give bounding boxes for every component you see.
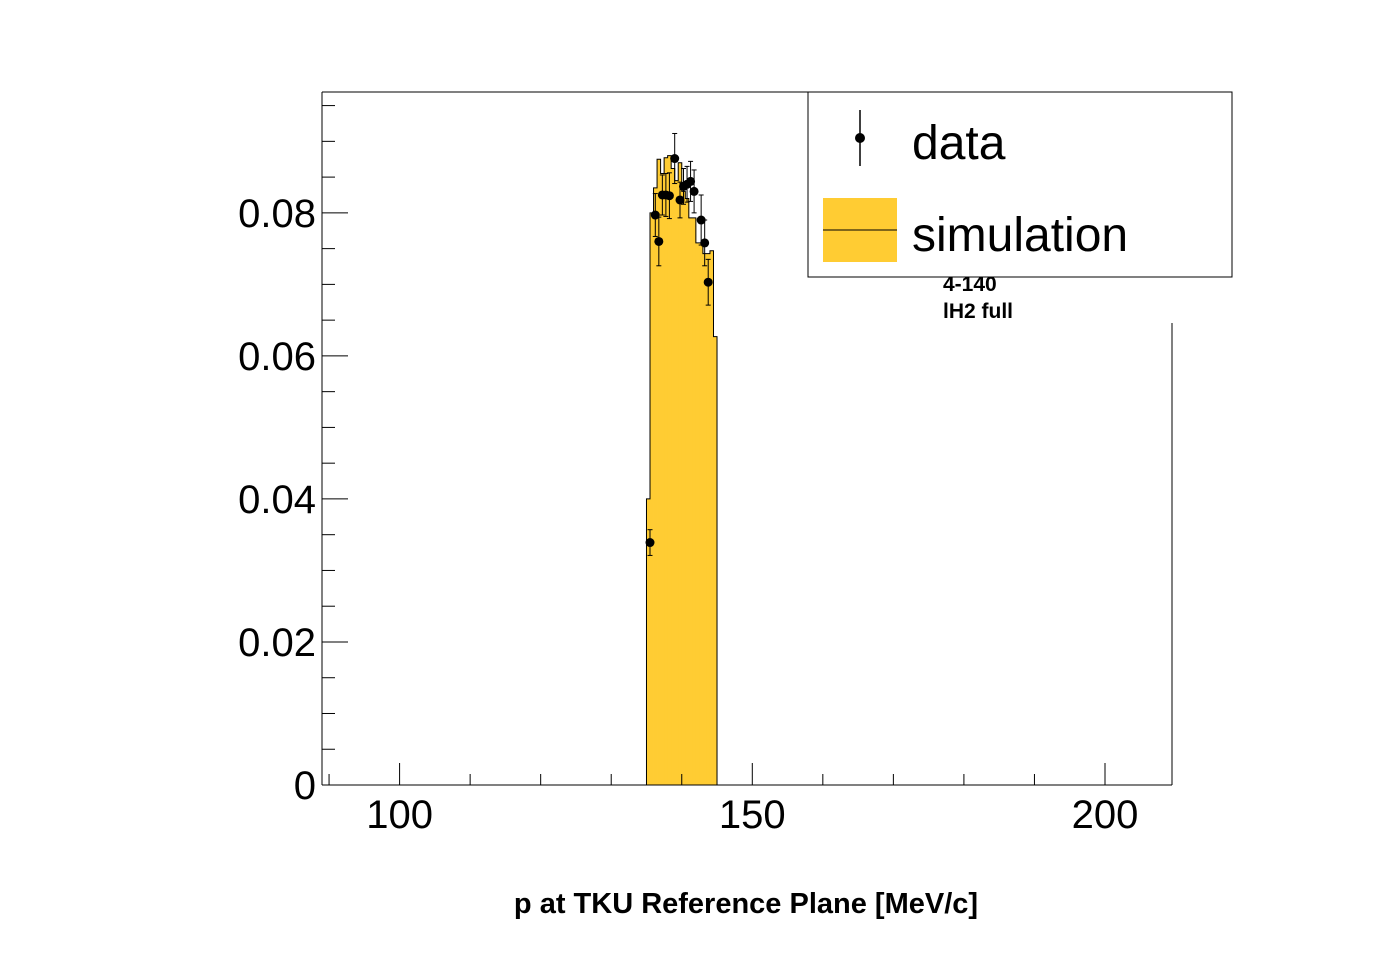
x-tick-label: 100 (366, 793, 433, 837)
histogram-bin (674, 180, 679, 785)
histogram-bin (702, 253, 707, 785)
data-marker (689, 186, 699, 196)
data-marker (654, 236, 664, 246)
y-tick-label: 0.04 (238, 478, 316, 522)
histogram-bin (671, 168, 676, 786)
data-point (645, 529, 655, 556)
legend: data simulation (807, 91, 1233, 278)
x-tick-label: 150 (719, 793, 786, 837)
y-tick-label: 0 (294, 764, 316, 808)
legend-simulation-label: simulation (912, 209, 1128, 262)
data-marker (703, 277, 713, 287)
y-tick-label: 0.02 (238, 621, 316, 665)
histogram-bin (692, 217, 697, 785)
data-marker (700, 238, 710, 248)
histogram-bin (709, 250, 714, 785)
histogram-bin (660, 173, 665, 785)
histogram-bin (685, 198, 690, 786)
histogram-bin (706, 253, 711, 785)
data-marker (686, 176, 696, 186)
histogram-bin (713, 336, 718, 785)
x-axis-ticks: 100 150 200 (328, 763, 1139, 837)
data-points (645, 132, 713, 556)
histogram-bin (664, 157, 669, 786)
histogram-bin (653, 187, 658, 785)
data-point (700, 219, 710, 267)
histogram-bin (699, 242, 704, 785)
legend-data-label: data (912, 117, 1006, 170)
data-point (689, 169, 699, 214)
data-marker (670, 154, 680, 164)
x-axis-title: p at TKU Reference Plane [MeV/c] (514, 888, 978, 920)
data-marker (696, 215, 706, 225)
data-point (686, 160, 696, 202)
data-point (703, 258, 713, 306)
histogram-outline (645, 155, 718, 785)
histogram-bin (695, 242, 700, 785)
data-marker (645, 538, 655, 548)
simulation-histogram (645, 155, 718, 786)
histogram-bin (650, 212, 654, 785)
histogram-bin (688, 217, 693, 785)
data-point (670, 132, 680, 185)
data-point (664, 172, 674, 220)
histogram-bin (681, 191, 686, 785)
legend-data-marker (855, 110, 865, 166)
data-point (696, 194, 706, 246)
histogram-bin (667, 155, 672, 786)
legend-simulation-swatch (823, 198, 897, 262)
histogram-bin (678, 162, 683, 785)
histogram-bin (657, 159, 661, 785)
annotation-run: 4-140 (943, 273, 997, 296)
annotation-absorber: lH2 full (943, 300, 1013, 323)
data-point (654, 216, 664, 267)
data-marker (675, 195, 685, 205)
histogram-bin (646, 498, 651, 785)
y-axis-ticks: 0 0.02 0.04 0.06 0.08 (238, 105, 348, 808)
y-tick-label: 0.08 (238, 192, 316, 236)
y-tick-label: 0.06 (238, 335, 316, 379)
annotation: 4-140 lH2 full (943, 273, 1013, 323)
x-tick-label: 200 (1072, 793, 1139, 837)
data-marker (664, 191, 674, 201)
